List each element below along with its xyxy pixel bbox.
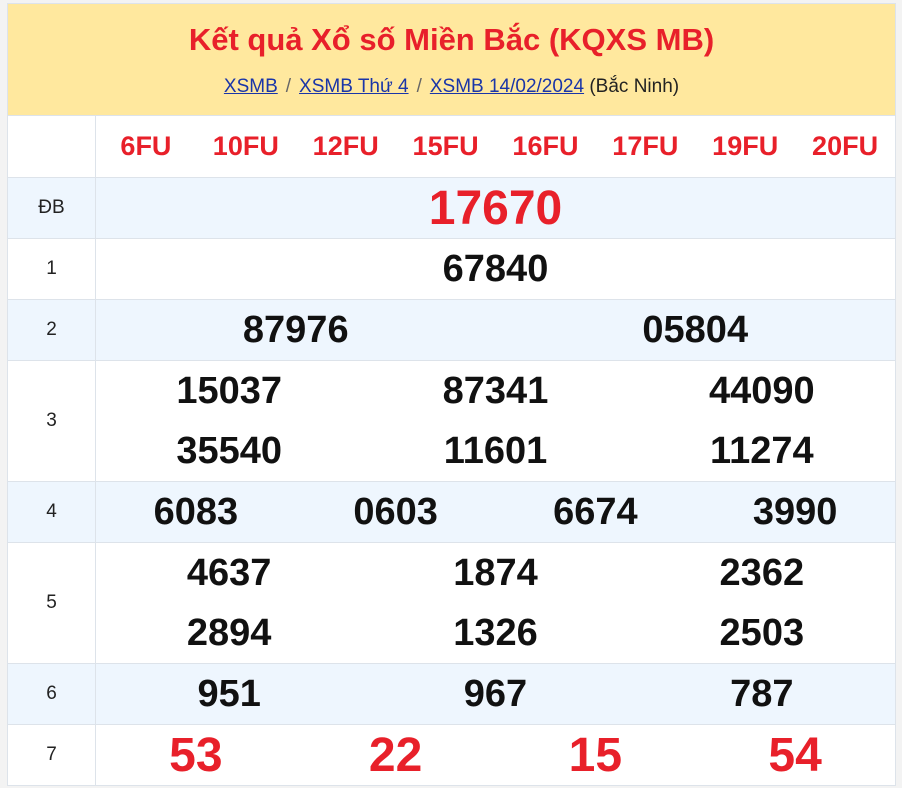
prize-number: 4637: [186, 551, 272, 594]
prize-code: 15FU: [412, 131, 479, 161]
breadcrumb-xsmb-date[interactable]: XSMB 14/02/2024: [429, 76, 585, 97]
prize-row-6: 6 951 967 787: [8, 663, 895, 724]
prize-label: 3: [8, 361, 96, 481]
prize-number: 2503: [719, 611, 805, 654]
prize-row-special: ĐB 17670: [8, 177, 895, 238]
prize-row-3: 3 15037 87341 44090 35540 11601 11274: [8, 360, 895, 481]
prize-code: 12FU: [312, 131, 379, 161]
prize-label: 6: [8, 664, 96, 724]
prize-code: 6FU: [120, 131, 172, 161]
prize-number: 54: [768, 728, 822, 782]
prize-code: 20FU: [812, 131, 879, 161]
prize-number: 87976: [242, 308, 349, 351]
results-header: Kết quả Xổ số Miền Bắc (KQXS MB) XSMB / XS…: [8, 4, 895, 115]
breadcrumb-xsmb-weekday[interactable]: XSMB Thứ 4: [299, 76, 409, 97]
prize-number: 11601: [443, 429, 548, 472]
prize-number: 15037: [176, 369, 282, 412]
prize-number: 35540: [176, 429, 282, 472]
prize-number: 67840: [442, 247, 549, 290]
prize-number: 0603: [353, 490, 438, 533]
prize-code: 10FU: [212, 131, 279, 161]
prize-row-4: 4 6083 0603 6674 3990: [8, 481, 895, 542]
prize-number: 6083: [153, 490, 239, 533]
prize-number: 1326: [453, 611, 538, 654]
location: (Bắc Ninh): [589, 76, 680, 97]
prize-number: 22: [368, 728, 423, 782]
prize-code: 17FU: [612, 131, 679, 161]
prize-label: 7: [8, 725, 96, 785]
breadcrumb-separator: /: [416, 76, 422, 97]
breadcrumb-xsmb[interactable]: XSMB: [223, 76, 278, 97]
results-table: Kết quả Xổ số Miền Bắc (KQXS MB) XSMB / XS…: [7, 3, 896, 786]
breadcrumb: XSMB / XSMB Thứ 4 / XSMB 14/02/2024 (Bắc Nin…: [8, 76, 895, 98]
prize-number: 1874: [453, 551, 538, 594]
prize-number: 2894: [186, 611, 272, 654]
prize-label: 1: [8, 239, 96, 299]
breadcrumb-separator: /: [285, 76, 292, 97]
prize-number: 53: [169, 728, 223, 782]
prize-row-7: 7 53 22 15 54: [8, 724, 895, 785]
codes-row: 6FU 10FU 12FU 15FU 16FU 17FU 19FU 20FU: [8, 115, 895, 177]
prize-number: 787: [730, 672, 794, 715]
prize-number: 11274: [710, 429, 814, 472]
prize-row-2: 2 87976 05804: [8, 299, 895, 360]
prize-number: 17670: [428, 181, 563, 235]
prize-number: 3990: [752, 490, 838, 533]
prize-row-5: 5 4637 1874 2362 2894 1326 2503: [8, 542, 895, 663]
prize-label: 5: [8, 543, 96, 663]
prize-number: 6674: [553, 490, 638, 533]
prize-number: 15: [568, 728, 623, 782]
prize-row-1: 1 67840: [8, 238, 895, 299]
prize-code: 19FU: [712, 131, 779, 161]
prize-number: 951: [197, 672, 261, 715]
prize-number: 05804: [642, 308, 749, 351]
row-label: [8, 116, 96, 177]
prize-label: ĐB: [8, 178, 96, 238]
prize-number: 967: [463, 672, 528, 715]
prize-number: 2362: [719, 551, 805, 594]
prize-number: 87341: [442, 369, 549, 412]
prize-label: 2: [8, 300, 96, 360]
prize-code: 16FU: [512, 131, 579, 161]
prize-number: 44090: [708, 369, 815, 412]
page-title: Kết quả Xổ số Miền Bắc (KQXS MB): [188, 22, 715, 57]
prize-label: 4: [8, 482, 96, 542]
